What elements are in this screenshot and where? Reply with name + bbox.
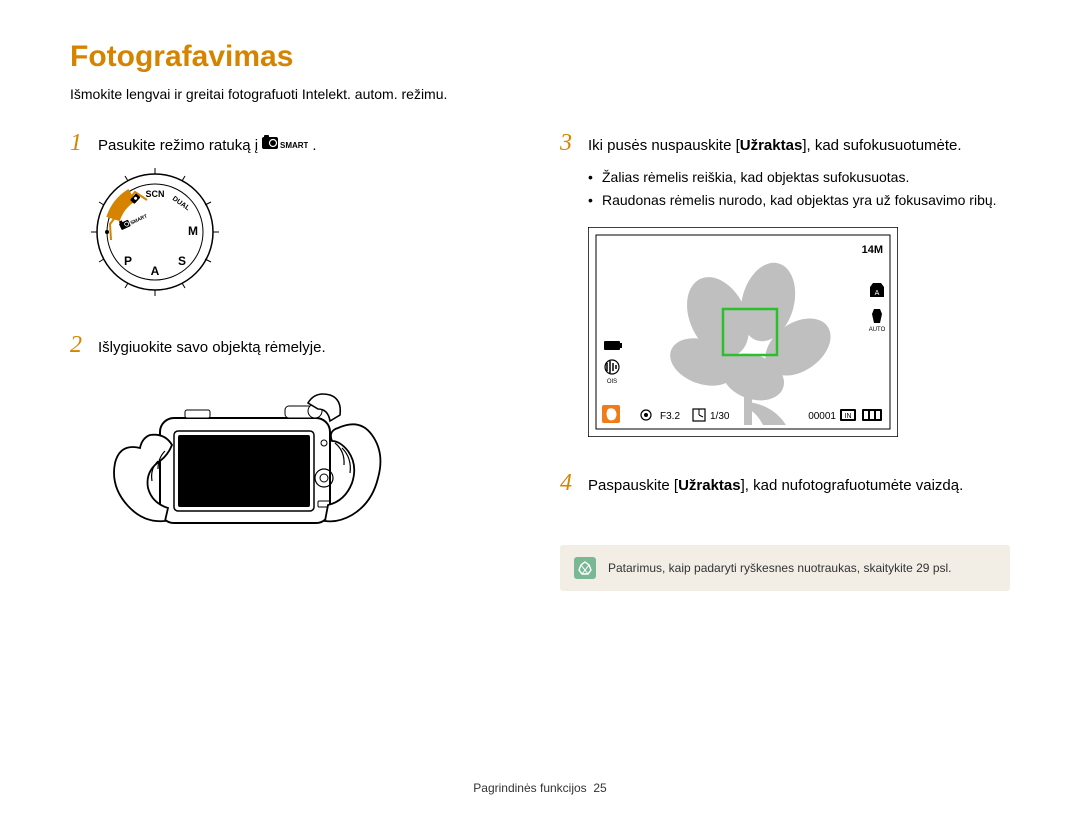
step-4: 4 Paspauskite [Užraktas], kad nufotograf… [560, 470, 1010, 497]
svg-text:M: M [188, 224, 198, 238]
step-3: 3 Iki pusės nuspauskite [Užraktas], kad … [560, 130, 1010, 157]
svg-text:A: A [151, 264, 160, 278]
step-number: 4 [560, 470, 588, 497]
step3-bullets: Žalias rėmelis reiškia, kad objektas suf… [588, 167, 1010, 211]
svg-text:P: P [124, 254, 132, 268]
camera-hold-illustration [90, 373, 520, 578]
info-icon [574, 557, 596, 579]
svg-text:S: S [178, 254, 186, 268]
footer-label: Pagrindinės funkcijos [473, 781, 586, 795]
smart-mode-icon: SMART [262, 135, 308, 157]
tip-box: Patarimus, kaip padaryti ryškesnes nuotr… [560, 545, 1010, 591]
step-text: Išlygiuokite savo objektą rėmelyje. [98, 337, 326, 358]
step1-text-a: Pasukite režimo ratuką į [98, 137, 262, 154]
page-subtitle: Išmokite lengvai ir greitai fotografuoti… [70, 86, 1010, 102]
right-column: 3 Iki pusės nuspauskite [Užraktas], kad … [560, 130, 1010, 591]
page-title: Fotografavimas [70, 40, 1010, 74]
bullet-green: Žalias rėmelis reiškia, kad objektas suf… [588, 167, 1010, 188]
step-number: 3 [560, 130, 588, 157]
step4-text-b: ], kad nufotografuotumėte vaizdą. [741, 477, 964, 494]
svg-text:SMART: SMART [280, 141, 308, 150]
step1-text-b: . [312, 137, 316, 154]
footer-page: 25 [593, 781, 606, 795]
step-1: 1 Pasukite režimo ratuką į SMART . [70, 130, 520, 157]
content-columns: 1 Pasukite režimo ratuką į SMART . [70, 130, 1010, 591]
step-number: 2 [70, 332, 98, 359]
svg-text:SCN: SCN [145, 189, 164, 199]
res-label: 14M [862, 244, 883, 256]
step-text: Pasukite režimo ratuką į SMART . [98, 135, 317, 157]
step-text: Paspauskite [Užraktas], kad nufotografuo… [588, 475, 963, 496]
step3-text-b: ], kad sufokusuotumėte. [802, 137, 961, 154]
step-2: 2 Išlygiuokite savo objektą rėmelyje. [70, 332, 520, 359]
step3-text-a: Iki pusės nuspauskite [ [588, 137, 740, 154]
page-footer: Pagrindinės funkcijos 25 [0, 781, 1080, 795]
svg-text:IN: IN [845, 413, 852, 420]
counter-label: 00001 [808, 411, 836, 422]
step-text: Iki pusės nuspauskite [Užraktas], kad su… [588, 135, 962, 156]
step4-bold: Užraktas [678, 477, 741, 494]
svg-text:A: A [875, 290, 880, 297]
step-number: 1 [70, 130, 98, 157]
aperture-label: F3.2 [660, 411, 680, 422]
shutter-label: 1/30 [710, 411, 730, 422]
step4-text-a: Paspauskite [ [588, 477, 678, 494]
left-column: 1 Pasukite režimo ratuką į SMART . [70, 130, 520, 591]
svg-text:OIS: OIS [607, 379, 617, 385]
bullet-red: Raudonas rėmelis nurodo, kad objektas yr… [588, 190, 1010, 211]
tip-text: Patarimus, kaip padaryti ryškesnes nuotr… [608, 561, 952, 575]
mode-dial-illustration: SCN DUAL M S A P SMART [90, 167, 520, 302]
svg-text:AUTO: AUTO [869, 327, 886, 333]
lcd-preview-illustration: 14M A AUTO [588, 227, 1010, 442]
step3-bold: Užraktas [740, 137, 803, 154]
